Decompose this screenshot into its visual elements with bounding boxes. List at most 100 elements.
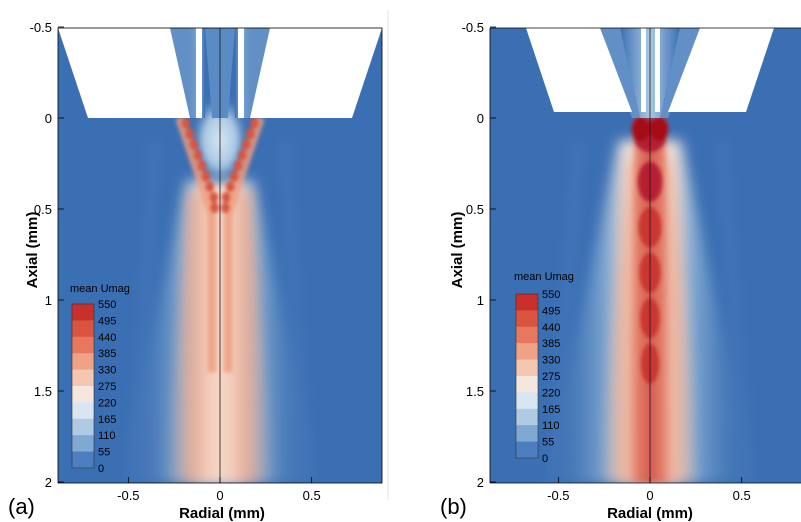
jet-stream (175, 116, 217, 373)
colorbar-band (516, 294, 538, 311)
panel-a-xtick-label: -0.5 (117, 488, 139, 503)
shock-cell (229, 170, 239, 182)
shock-cell (241, 139, 251, 151)
panel-a-ytick-label: 1 (45, 293, 52, 308)
colorbar-band (72, 369, 94, 387)
colorbar-frame (71, 303, 95, 469)
colorbar-level-label: 275 (542, 371, 560, 383)
colorbar-level-label: 495 (98, 315, 116, 327)
colorbar-band (516, 425, 538, 443)
panel-b-label: (b) (440, 494, 467, 519)
panel-a-ytick-label: 2 (45, 475, 52, 490)
panel-a-ylabel: Axial (mm) (24, 212, 41, 289)
colorbar-band (72, 320, 94, 338)
colorbar-level-label: 220 (542, 387, 560, 399)
colorbar-band (72, 336, 94, 354)
colorbar-band (516, 392, 538, 410)
colorbar-band (516, 326, 538, 344)
shock-cell (631, 116, 650, 141)
panel-a-xtick-label: 0.5 (303, 488, 321, 503)
panel-b-ytick-label: 1.5 (466, 384, 484, 399)
panel-a-jets (175, 116, 265, 373)
panel-b-ytick-label: 2 (477, 475, 484, 490)
colorbar-level-label: 55 (542, 437, 554, 449)
colorbar-level-label: 495 (542, 305, 560, 317)
panel-a-nozzle-pin-left (196, 28, 202, 118)
colorbar-band (516, 343, 538, 361)
panel-b-xtick-label: 0 (646, 488, 653, 503)
jet-stream (223, 116, 265, 373)
panel-a-xtick-label: 0 (216, 488, 223, 503)
panel-b-nozzle-pin-left (641, 28, 646, 112)
colorbar-level-label: 0 (542, 453, 548, 465)
colorbar-level-label: 0 (98, 463, 104, 475)
colorbar-level-label: 440 (542, 322, 560, 334)
shock-cell (197, 160, 207, 172)
colorbar-band (72, 451, 94, 469)
shock-cell (201, 170, 211, 182)
panel-b-field (490, 28, 801, 483)
colorbar-level-label: 330 (98, 365, 116, 377)
colorbar-band (72, 386, 94, 403)
panel-a-ytick-label: 0 (45, 111, 52, 126)
colorbar-title: mean Umag (514, 271, 574, 283)
panel-b-ytick-label: -0.5 (462, 20, 484, 35)
colorbar-level-label: 110 (98, 430, 116, 442)
colorbar-level-label: 330 (542, 355, 560, 367)
colorbar-band (72, 402, 94, 420)
panel-b-xtick-label: 0.5 (733, 488, 751, 503)
colorbar-level-label: 55 (98, 447, 110, 459)
panel-b-nozzle-right (668, 28, 774, 112)
panel-a-ytick-label: -0.5 (30, 20, 52, 35)
shock-cell (650, 116, 669, 141)
panel-a-axes: -0.5 0 0.5 1 1.5 2 -0.5 0 0.5 (30, 20, 321, 503)
panel-a-xlabel: Radial (mm) (179, 505, 265, 522)
colorbar-title: mean Umag (70, 283, 130, 295)
panel-b-ytick-label: 0.5 (466, 202, 484, 217)
panel-a-ytick-label: 0.5 (34, 202, 52, 217)
colorbar-level-label: 165 (98, 414, 116, 426)
colorbar-band (72, 435, 94, 453)
panel-b: -0.5 0 0.5 1 1.5 2 -0.5 0 0.5 Axial (mm) Radial … (440, 20, 801, 522)
shock-cell (237, 149, 247, 161)
shock-cell (220, 202, 230, 214)
shock-cell (225, 181, 235, 193)
shock-cell (221, 191, 231, 203)
colorbar-level-label: 550 (98, 299, 116, 311)
colorbar-band (72, 353, 94, 371)
colorbar-level-label: 440 (98, 332, 116, 344)
panel-b-nozzle-left (526, 28, 632, 112)
panel-a-field (58, 28, 382, 483)
shock-cell (184, 128, 194, 140)
colorbar-band (516, 359, 538, 377)
panel-b-axes: -0.5 0 0.5 1 1.5 2 -0.5 0 0.5 (462, 20, 751, 503)
colorbar-band (516, 310, 538, 328)
shock-cell (193, 149, 203, 161)
panel-b-xtick-label: -0.5 (547, 488, 569, 503)
shock-cell (205, 181, 215, 193)
shock-cell (233, 160, 243, 172)
colorbar-level-label: 550 (542, 289, 560, 301)
colorbar-level-label: 385 (542, 338, 560, 350)
panel-a-nozzle-left (58, 28, 190, 118)
panel-b-ytick-label: 1 (477, 293, 484, 308)
panel-a-nozzle-right (250, 28, 382, 118)
colorbar-level-label: 385 (98, 348, 116, 360)
shock-cell (210, 202, 220, 214)
panel-a-ytick-label: 1.5 (34, 384, 52, 399)
panel-b-ylabel: Axial (mm) (449, 212, 466, 289)
panel-b-xlabel: Radial (mm) (607, 505, 693, 522)
shock-cell (189, 139, 199, 151)
colorbar-frame (515, 293, 539, 459)
shock-cell (180, 117, 190, 129)
colorbar-band (516, 408, 538, 426)
colorbar-level-label: 110 (542, 420, 560, 432)
colorbar-band (72, 304, 94, 321)
colorbar-band (72, 418, 94, 436)
colorbar-level-label: 275 (98, 381, 116, 393)
shock-cell (209, 191, 219, 203)
colorbar-level-label: 165 (542, 404, 560, 416)
